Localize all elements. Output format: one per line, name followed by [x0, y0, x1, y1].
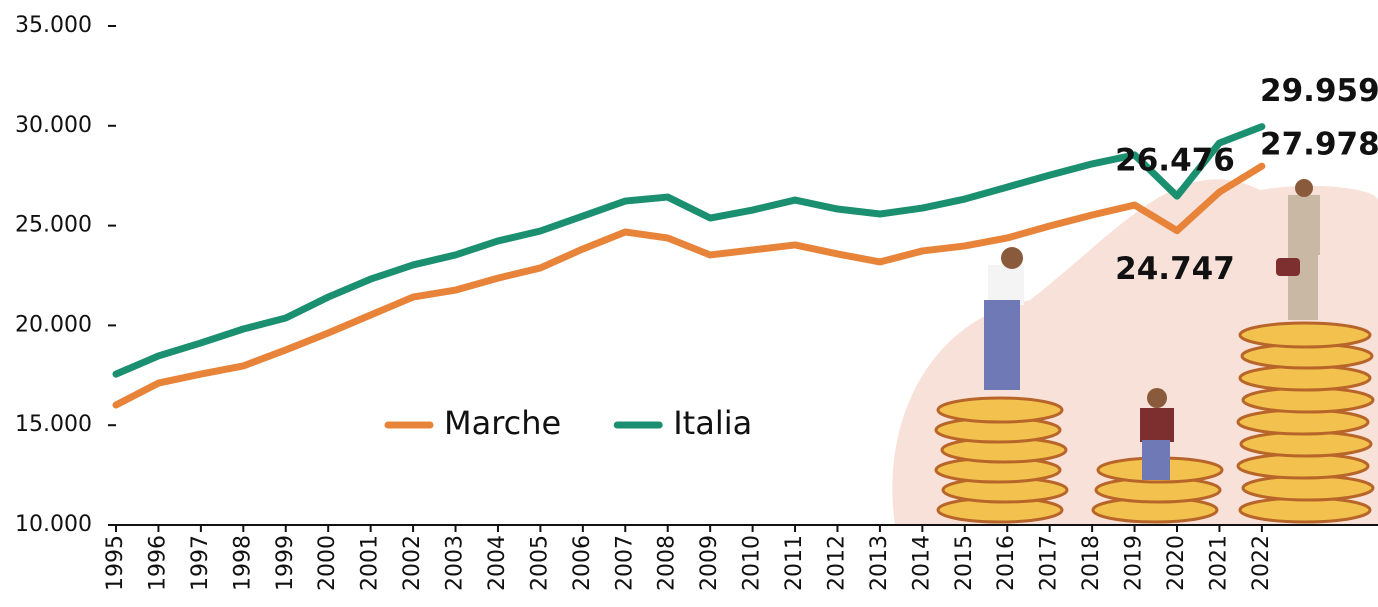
x-tick-label: 2005 [527, 535, 552, 591]
x-tick-label: 2002 [400, 535, 425, 591]
y-tick-label: 25.000 [15, 213, 92, 238]
legend-label: Marche [444, 404, 561, 442]
legend-label: Italia [673, 404, 752, 442]
x-tick-label: 2001 [358, 535, 383, 591]
x-tick-label: 1998 [230, 535, 255, 591]
x-tick-label: 2009 [697, 535, 722, 591]
x-tick-label: 2019 [1122, 535, 1147, 591]
data-label: 24.747 [1115, 251, 1235, 287]
x-tick-label: 2011 [782, 535, 807, 591]
x-tick-label: 2014 [909, 535, 934, 591]
x-tick-label: 2022 [1249, 535, 1274, 591]
x-tick-label: 1999 [273, 535, 298, 591]
y-tick-label: 30.000 [15, 113, 92, 138]
line [112, 123, 1266, 378]
data-label: 26.476 [1115, 143, 1235, 179]
x-tick-label: 2000 [315, 535, 340, 591]
x-tick-label: 2010 [740, 535, 765, 591]
y-tick-label: 20.000 [15, 312, 92, 337]
x-tick-label: 1996 [145, 535, 170, 591]
x-tick-label: 2015 [952, 535, 977, 591]
x-tick-label: 2003 [443, 535, 468, 591]
x-tick-label: 2021 [1206, 535, 1231, 591]
line [112, 162, 1266, 409]
x-tick-label: 1997 [188, 535, 213, 591]
x-tick-label: 2012 [824, 535, 849, 591]
data-label: 29.959 [1260, 73, 1378, 109]
x-tick-label: 2020 [1164, 535, 1189, 591]
x-tick-label: 2004 [485, 535, 510, 591]
illustration [892, 179, 1378, 526]
x-tick-label: 2017 [1037, 535, 1062, 591]
x-tick-label: 2016 [994, 535, 1019, 591]
x-tick-label: 2006 [570, 535, 595, 591]
x-tick-label: 2007 [612, 535, 637, 591]
y-tick-label: 10.000 [15, 512, 92, 537]
x-tick-label: 1995 [103, 535, 128, 591]
x-tick-label: 2008 [655, 535, 680, 591]
y-tick-label: 15.000 [15, 412, 92, 437]
data-label: 27.978 [1260, 127, 1378, 163]
y-tick-label: 35.000 [15, 13, 92, 38]
x-tick-label: 2013 [867, 535, 892, 591]
x-tick-label: 2018 [1079, 535, 1104, 591]
